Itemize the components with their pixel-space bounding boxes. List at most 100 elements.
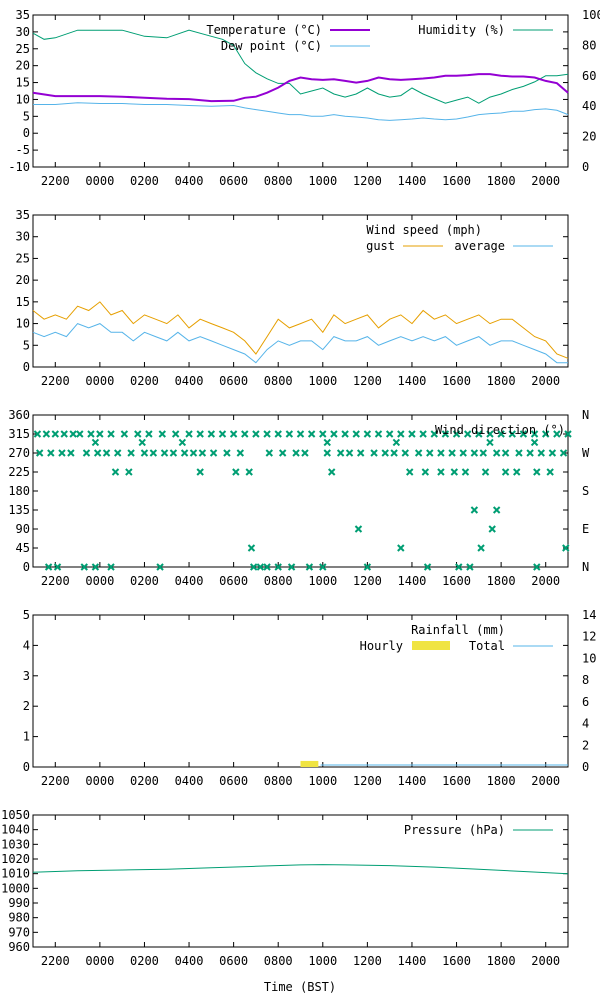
wind_speed-y-tick-label: 5 [23, 338, 30, 352]
rainfall-legend-title: Rainfall (mm) [411, 623, 505, 637]
wind-direction-point [530, 438, 539, 447]
wind-direction-point [559, 449, 568, 457]
dew-point-legend-label: Dew point (°C) [221, 39, 322, 53]
pressure-y-tick-label: 1050 [1, 808, 30, 822]
pressure-x-tick-label: 0600 [219, 954, 248, 968]
temperature-y-tick-label: -5 [16, 143, 30, 157]
wind_direction-x-tick-label: 1600 [442, 574, 471, 588]
pressure-y-tick-label: 970 [8, 925, 30, 939]
wind-direction-point [548, 449, 557, 457]
wind-direction-point [441, 430, 450, 438]
wind-direction-point [263, 563, 271, 571]
wind-direction-point [470, 449, 479, 457]
wind-direction-point [542, 430, 550, 438]
hourly-legend-label: Hourly [360, 639, 403, 653]
wind-direction-point [245, 468, 253, 476]
wind_direction-y-tick-label: 360 [8, 408, 30, 422]
wind_speed-y-tick-label: 25 [16, 251, 30, 265]
wind-direction-point [323, 449, 331, 457]
wind_speed-y-tick-label: 30 [16, 230, 30, 244]
rainfall-y2-tick-label: 0 [582, 760, 589, 774]
average-line [32, 323, 568, 364]
rainfall-y2-tick-label: 12 [582, 630, 596, 644]
wind-direction-point [263, 430, 271, 438]
wind-direction-point [171, 430, 180, 438]
temperature-y-tick-label: 25 [16, 42, 30, 56]
wind-direction-point [138, 438, 146, 447]
wind_direction-y2-tick-label: W [582, 446, 590, 460]
rainfall-x-tick-label: 1200 [353, 774, 382, 788]
wind_speed-x-tick-label: 1400 [398, 374, 427, 388]
pressure-legend-label: Pressure (hPa) [404, 823, 505, 837]
pressure-x-tick-label: 2200 [41, 954, 70, 968]
pressure-y-tick-label: 1020 [1, 852, 30, 866]
wind-direction-point [352, 430, 360, 438]
wind-direction-point [196, 468, 204, 476]
wind-direction-point [537, 449, 545, 457]
gust-legend-label: gust [366, 239, 395, 253]
wind-direction-point [533, 468, 541, 476]
wind_direction-y2-tick-label: N [582, 408, 589, 422]
rainfall-x-tick-label: 1800 [487, 774, 516, 788]
wind-direction-point [319, 430, 327, 438]
wind_direction-x-tick-label: 2200 [41, 574, 70, 588]
wind-direction-point [111, 468, 120, 476]
wind-direction-point [207, 430, 216, 438]
wind_speed-x-tick-label: 0000 [85, 374, 114, 388]
wind-direction-point [397, 430, 405, 438]
wind-direction-point [437, 449, 445, 457]
wind_speed-x-tick-label: 1600 [442, 374, 471, 388]
pressure-plot-frame [32, 814, 569, 948]
wind-speed-legend-title: Wind speed (mph) [366, 223, 482, 237]
temperature-y-tick-label: 10 [16, 92, 30, 106]
wind-direction-point [470, 506, 479, 514]
wind-direction-point [533, 563, 541, 571]
wind-direction-point [169, 449, 178, 457]
wind-direction-point [461, 468, 470, 476]
wind-direction-point [426, 449, 434, 457]
temperature-y-tick-label: 15 [16, 76, 30, 90]
temperature-y2-tick-label: 0 [582, 160, 589, 174]
wind-direction-point [450, 468, 459, 476]
wind-direction-point [459, 449, 467, 457]
wind-direction-point [91, 438, 100, 447]
rainfall-y2-tick-label: 2 [582, 738, 589, 752]
wind-direction-point [292, 449, 300, 457]
wind-direction-point [477, 544, 485, 552]
wind-direction-point [319, 563, 327, 571]
wind-direction-point [178, 438, 187, 447]
wind-direction-point [274, 563, 282, 571]
wind_direction-x-tick-label: 0400 [175, 574, 204, 588]
wind_speed-y-tick-label: 0 [23, 360, 30, 374]
temperature-x-tick-label: 0200 [130, 174, 159, 188]
wind-direction-point [44, 563, 53, 571]
wind-direction-point [296, 430, 305, 438]
wind-direction-point [42, 430, 51, 438]
wind_direction-x-tick-label: 1000 [308, 574, 337, 588]
wind-direction-point [553, 430, 561, 438]
wind-direction-point [87, 430, 95, 438]
temperature-y2-tick-label: 20 [582, 130, 596, 144]
wind-direction-point [452, 430, 461, 438]
rainfall-x-tick-label: 1400 [398, 774, 427, 788]
rainfall-x-tick-label: 0600 [219, 774, 248, 788]
temperature-y2-tick-label: 60 [582, 69, 596, 83]
hourly-legend-swatch [412, 641, 450, 650]
wind-direction-point [530, 430, 539, 438]
wind-direction-point [232, 468, 240, 476]
wind-direction-point [385, 430, 394, 438]
wind-direction-point [252, 430, 260, 438]
wind-direction-point [501, 449, 510, 457]
pressure-y-tick-label: 960 [8, 940, 30, 954]
wind_direction-x-tick-label: 1400 [398, 574, 427, 588]
wind-direction-point [93, 449, 102, 457]
wind-direction-point [455, 563, 463, 571]
wind_direction-x-tick-label: 1800 [487, 574, 516, 588]
wind_speed-x-tick-label: 0600 [219, 374, 248, 388]
temperature-y-tick-label: 30 [16, 25, 30, 39]
rainfall-x-tick-label: 0800 [264, 774, 293, 788]
wind-direction-point [209, 449, 218, 457]
gust-line [32, 301, 569, 359]
wind-direction-point [448, 449, 456, 457]
rainfall-y2-tick-label: 4 [582, 717, 589, 731]
